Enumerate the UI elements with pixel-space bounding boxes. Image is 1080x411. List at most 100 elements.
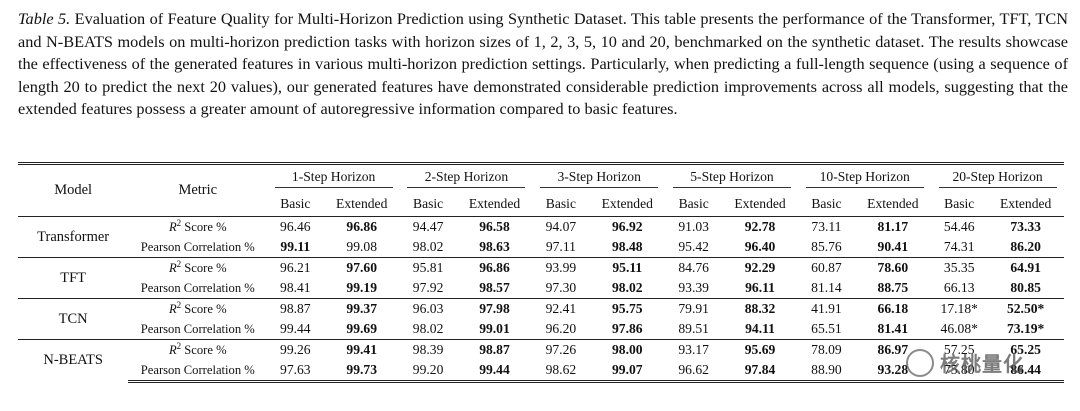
table-cell: 99.19 xyxy=(346,280,377,295)
horizon-header: 2-Step Horizon xyxy=(400,164,533,192)
table-cell: 41.91 xyxy=(798,298,855,319)
table-cell: 17.18* xyxy=(931,298,988,319)
subheader-extended: Extended xyxy=(323,191,401,217)
metric-r2: R2 Score % xyxy=(128,339,268,360)
results-table: Model Metric 1-Step Horizon 2-Step Horiz… xyxy=(18,162,1064,383)
table-cell: 99.73 xyxy=(323,360,401,383)
table-row: Transformer R2 Score % 96.46 96.86 94.47 96.5… xyxy=(18,216,1064,258)
model-name: Transformer xyxy=(18,216,129,258)
table-cell: 95.75 xyxy=(588,298,666,319)
table-cell: 66.13 xyxy=(943,280,975,295)
metric-pearson: Pearson Correlation % xyxy=(140,280,255,295)
table-cell: 81.14 xyxy=(811,280,842,295)
table-cell: 81.41 xyxy=(877,321,909,336)
table-cell: 98.87 xyxy=(267,298,324,319)
horizon-header: 3-Step Horizon xyxy=(533,164,666,192)
subheader-basic: Basic xyxy=(267,191,324,217)
subheader-extended: Extended xyxy=(987,191,1064,217)
table-cell: 96.40 xyxy=(744,239,776,254)
table-cell: 99.41 xyxy=(323,339,401,360)
model-name: TCN xyxy=(18,298,129,340)
table-cell: 79.91 xyxy=(665,298,722,319)
table-row: N-BEATS R2 Score % 99.26 99.41 98.39 98.87 97.… xyxy=(18,339,1064,382)
table-cell: 88.75 xyxy=(877,280,909,295)
table-cell: 99.44 xyxy=(456,360,533,383)
table-cell: 57.25 xyxy=(931,339,988,360)
caption-text: Evaluation of Feature Quality for Multi-… xyxy=(18,9,1068,119)
table-cell: 98.02 xyxy=(412,239,444,254)
table-cell: 98.63 xyxy=(479,239,510,254)
subheader-extended: Extended xyxy=(456,191,533,217)
table-row: Pearson Correlation % 97.63 99.73 99.20 99.4… xyxy=(18,360,1064,383)
table-cell: 91.03 xyxy=(665,216,722,237)
subheader-basic: Basic xyxy=(931,191,988,217)
table-cell: 97.63 xyxy=(267,360,324,383)
table-cell: 35.35 xyxy=(931,257,988,278)
watermark-text: 核桃量化 xyxy=(940,352,1024,376)
table-cell: 95.42 xyxy=(678,239,709,254)
watermark: 核桃量化 xyxy=(906,346,1056,378)
horizon-header: 20-Step Horizon xyxy=(931,164,1064,192)
table-cell: 74.31 xyxy=(943,239,975,254)
table-cell: 99.26 xyxy=(267,339,324,360)
table-cell: 98.62 xyxy=(532,360,589,383)
table-cell: 98.48 xyxy=(611,239,643,254)
table-cell: 99.20 xyxy=(400,360,457,383)
table-cell: 97.60 xyxy=(323,257,401,278)
table-cell: 86.20 xyxy=(1010,239,1041,254)
table-cell: 94.47 xyxy=(400,216,457,237)
table-cell: 98.02 xyxy=(611,280,643,295)
table-row: TCN R2 Score % 98.87 99.37 96.03 97.98 92.41 95… xyxy=(18,298,1064,340)
metric-pearson: Pearson Correlation % xyxy=(140,321,255,336)
table-cell: 90.41 xyxy=(877,239,909,254)
table-cell: 96.03 xyxy=(400,298,457,319)
col-header-metric: Metric xyxy=(128,163,268,217)
subheader-basic: Basic xyxy=(665,191,722,217)
table-cell: 96.92 xyxy=(588,216,666,237)
table-cell: 78.09 xyxy=(798,339,855,360)
model-name: N-BEATS xyxy=(18,339,129,382)
table-cell: 80.85 xyxy=(1010,280,1041,295)
table-cell: 97.98 xyxy=(456,298,533,319)
subheader-extended: Extended xyxy=(854,191,932,217)
table-row: Pearson Correlation % 99.11 99.08 98.02 98.6… xyxy=(18,237,1064,258)
table-cell: 89.51 xyxy=(678,321,709,336)
table-cell: 93.99 xyxy=(532,257,589,278)
table-cell: 99.07 xyxy=(588,360,666,383)
metric-r2: R2 Score % xyxy=(128,257,268,278)
table-cell: 96.21 xyxy=(267,257,324,278)
table-cell: 86.44 xyxy=(987,360,1064,383)
table-cell: 96.20 xyxy=(545,321,577,336)
subheader-basic: Basic xyxy=(532,191,589,217)
table-row: TFT R2 Score % 96.21 97.60 95.81 96.86 93.99 95… xyxy=(18,257,1064,299)
table-cell: 98.39 xyxy=(400,339,457,360)
table-body: Transformer R2 Score % 96.46 96.86 94.47 96.5… xyxy=(18,216,1064,383)
table-cell: 54.46 xyxy=(931,216,988,237)
table-cell: 97.11 xyxy=(545,239,576,254)
metric-r2: R2 Score % xyxy=(128,216,268,237)
horizon-header: 5-Step Horizon xyxy=(666,164,799,192)
table-cell: 94.11 xyxy=(745,321,775,336)
table-cell: 78.60 xyxy=(854,257,932,278)
caption-lead: Table 5. xyxy=(18,9,71,28)
table-cell: 88.32 xyxy=(721,298,799,319)
horizon-header: 10-Step Horizon xyxy=(798,164,931,192)
table-cell: 65.51 xyxy=(811,321,842,336)
table-cell: 99.69 xyxy=(346,321,377,336)
table-cell: 81.17 xyxy=(854,216,932,237)
table-cell: 98.41 xyxy=(280,280,311,295)
table-cell: 88.90 xyxy=(798,360,855,383)
table-cell: 93.39 xyxy=(678,280,709,295)
table-cell: 73.33 xyxy=(987,216,1064,237)
table-cell: 92.41 xyxy=(532,298,589,319)
table-cell: 95.81 xyxy=(400,257,457,278)
table-cell: 99.08 xyxy=(346,239,377,254)
table-cell: 98.57 xyxy=(479,280,510,295)
table-cell: 97.86 xyxy=(611,321,643,336)
table-caption: Table 5. Evaluation of Feature Quality f… xyxy=(18,8,1068,121)
table-cell: 60.87 xyxy=(798,257,855,278)
table-cell: 99.37 xyxy=(323,298,401,319)
table-cell: 96.62 xyxy=(665,360,722,383)
table-cell: 99.44 xyxy=(280,321,311,336)
table-cell: 99.11 xyxy=(280,239,311,254)
